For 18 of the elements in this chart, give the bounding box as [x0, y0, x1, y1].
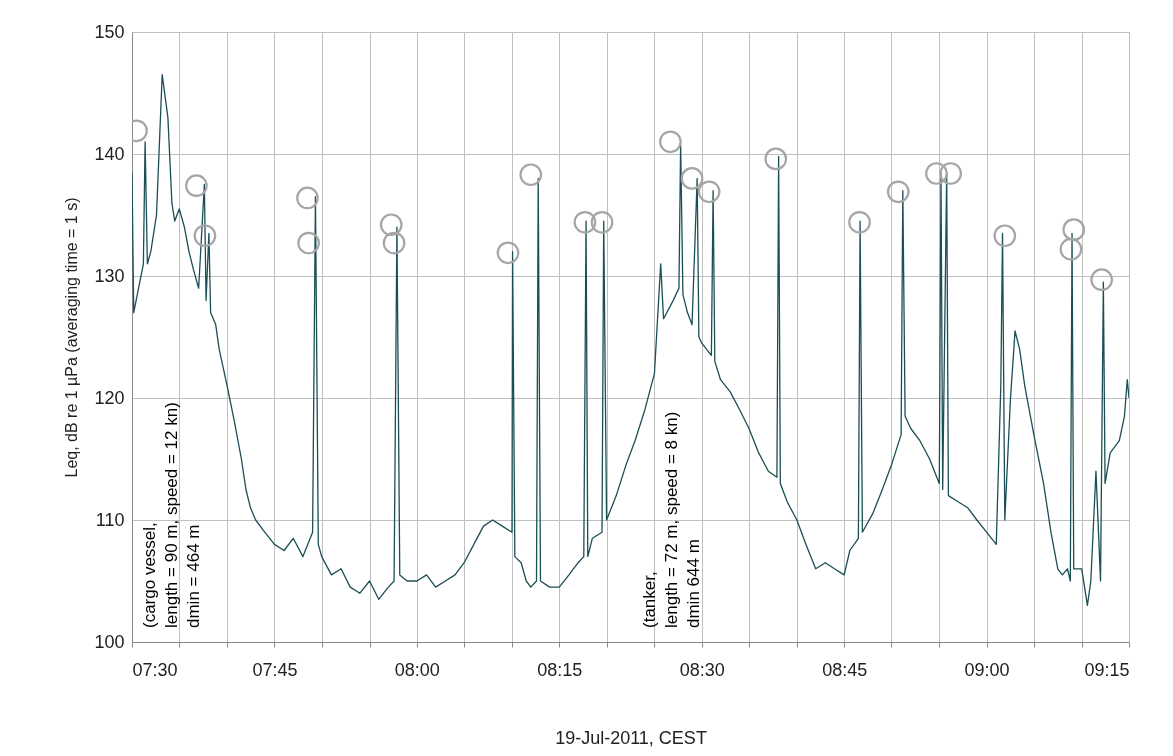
y-tick-label: 110 — [95, 509, 125, 530]
x-tick-label: 09:15 — [1084, 659, 1130, 680]
annotation: (tanker, length = 72 m, speed = 8 kn) dmin 644 m — [640, 411, 703, 628]
x-axis-title: 19-Jul-2011, CEST — [555, 727, 707, 748]
x-tick-label: 08:45 — [822, 659, 868, 680]
x-tick-label: 08:00 — [394, 659, 440, 680]
y-tick-label: 100 — [94, 631, 125, 652]
y-tick-label: 130 — [94, 265, 125, 286]
y-tick-label: 140 — [94, 143, 125, 164]
x-tick-label: 07:30 — [132, 659, 178, 680]
x-tick-label: 08:30 — [679, 659, 725, 680]
y-tick-label: 120 — [94, 387, 125, 408]
annotation: (cargo vessel, length = 90 m, speed = 12 kn) dmin = 464 m — [140, 402, 203, 628]
y-tick-label: 150 — [94, 21, 125, 42]
y-axis-title: Leq, dB re 1 µPa (averaging time = 1 s) — [63, 197, 81, 478]
x-tick-label: 08:15 — [537, 659, 583, 680]
x-tick-label: 09:00 — [964, 659, 1010, 680]
x-tick-label: 07:45 — [252, 659, 298, 680]
